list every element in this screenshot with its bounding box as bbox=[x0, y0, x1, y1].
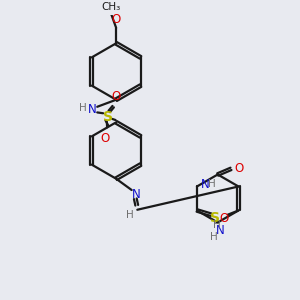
Text: H: H bbox=[208, 179, 215, 189]
Text: N: N bbox=[200, 178, 209, 191]
Text: N: N bbox=[131, 188, 140, 201]
Text: S: S bbox=[103, 110, 113, 124]
Text: N: N bbox=[216, 224, 225, 237]
Text: H: H bbox=[126, 210, 134, 220]
Text: N: N bbox=[88, 103, 97, 116]
Text: O: O bbox=[220, 212, 229, 225]
Text: O: O bbox=[112, 89, 121, 103]
Text: H: H bbox=[213, 220, 221, 230]
Text: H: H bbox=[79, 103, 87, 113]
Text: H: H bbox=[210, 232, 218, 242]
Text: O: O bbox=[100, 132, 110, 145]
Text: O: O bbox=[235, 162, 244, 176]
Text: S: S bbox=[210, 211, 220, 224]
Text: O: O bbox=[112, 14, 121, 26]
Text: CH₃: CH₃ bbox=[101, 2, 121, 12]
